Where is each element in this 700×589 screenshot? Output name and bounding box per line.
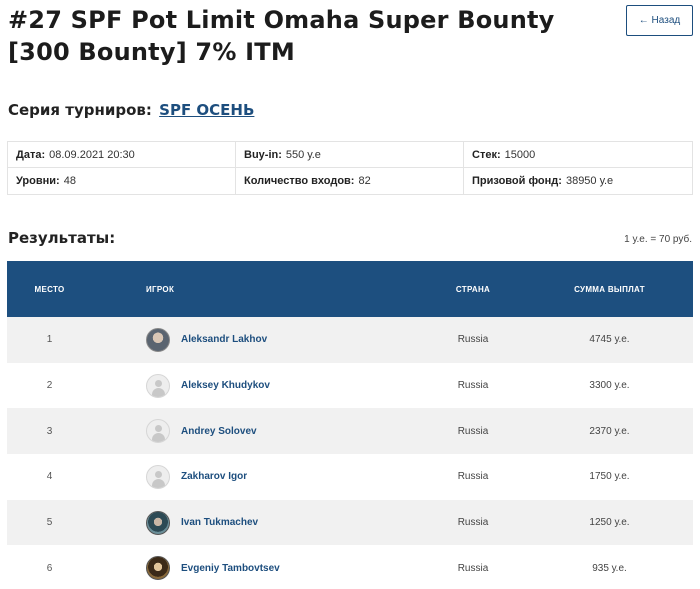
- info-date: Дата: 08.09.2021 20:30: [8, 142, 236, 167]
- row-country: Russia: [457, 562, 489, 574]
- player-link[interactable]: Zakharov Igor: [181, 471, 248, 483]
- row-country: Russia: [457, 334, 489, 346]
- table-row: 6 Evgeniy Tambovtsev Russia 935 у.е.: [7, 545, 693, 589]
- info-levels-label: Уровни:: [16, 175, 60, 187]
- header-place: МЕСТО: [34, 284, 65, 294]
- info-levels-value: 48: [63, 175, 76, 187]
- header-country: СТРАНА: [455, 284, 491, 294]
- row-player: Evgeniy Tambovtsev: [92, 556, 420, 581]
- row-player: Zakharov Igor: [92, 464, 420, 489]
- series-link[interactable]: SPF ОСЕНЬ: [159, 101, 255, 119]
- currency-rate: 1 у.е. = 70 руб.: [624, 234, 692, 245]
- row-place: 5: [46, 517, 53, 529]
- row-place: 6: [46, 562, 53, 574]
- back-button[interactable]: ← Назад: [626, 5, 693, 36]
- info-stack-label: Стек:: [472, 148, 501, 161]
- row-country: Russia: [457, 471, 489, 483]
- info-date-value: 08.09.2021 20:30: [49, 148, 135, 161]
- results-table-header: МЕСТО ИГРОК СТРАНА СУММА ВЫПЛАТ: [7, 261, 693, 317]
- player-link[interactable]: Evgeniy Tambovtsev: [181, 562, 280, 574]
- row-payout: 4745 у.е.: [589, 334, 630, 346]
- avatar[interactable]: [146, 327, 170, 352]
- series-label: Серия турниров:: [8, 101, 152, 119]
- info-entries-label: Количество входов:: [244, 175, 355, 187]
- player-link[interactable]: Aleksey Khudykov: [181, 380, 270, 392]
- table-row: 1 Aleksandr Lakhov Russia 4745 у.е.: [7, 317, 693, 363]
- row-payout: 1250 у.е.: [589, 517, 630, 529]
- row-player: Ivan Tukmachev: [92, 510, 420, 535]
- results-table: МЕСТО ИГРОК СТРАНА СУММА ВЫПЛАТ 1 Aleksan…: [7, 261, 693, 589]
- info-stack-value: 15000: [504, 148, 536, 161]
- row-payout: 1750 у.е.: [589, 471, 630, 483]
- row-player: Aleksandr Lakhov: [92, 327, 420, 352]
- table-row: 4 Zakharov Igor Russia 1750 у.е.: [7, 454, 693, 500]
- avatar[interactable]: [146, 556, 170, 581]
- row-player: Andrey Solovev: [92, 419, 420, 444]
- row-payout: 2370 у.е.: [589, 425, 630, 437]
- row-place: 3: [46, 425, 53, 437]
- header-player: ИГРОК: [146, 284, 175, 294]
- table-row: 3 Andrey Solovev Russia 2370 у.е.: [7, 408, 693, 455]
- results-title: Результаты:: [8, 229, 116, 247]
- info-row: Дата: 08.09.2021 20:30 Buy-in: 550 у.е С…: [8, 142, 692, 168]
- row-country: Russia: [457, 425, 489, 437]
- row-place: 4: [46, 471, 53, 483]
- results-table-body: 1 Aleksandr Lakhov Russia 4745 у.е. 2 Aleksey…: [7, 317, 693, 589]
- avatar[interactable]: [146, 419, 170, 444]
- info-entries: Количество входов: 82: [236, 168, 464, 194]
- player-link[interactable]: Aleksandr Lakhov: [181, 334, 268, 346]
- avatar[interactable]: [146, 464, 170, 489]
- table-row: 2 Aleksey Khudykov Russia 3300 у.е.: [7, 363, 693, 409]
- info-prize: Призовой фонд: 38950 у.е: [464, 168, 692, 194]
- row-payout: 3300 у.е.: [589, 380, 630, 392]
- info-row: Уровни: 48 Количество входов: 82 Призово…: [8, 168, 692, 194]
- player-link[interactable]: Andrey Solovev: [181, 425, 257, 437]
- info-entries-value: 82: [358, 175, 371, 187]
- avatar[interactable]: [146, 373, 170, 398]
- row-country: Russia: [457, 380, 489, 392]
- info-prize-label: Призовой фонд:: [472, 175, 562, 187]
- info-levels: Уровни: 48: [8, 168, 236, 194]
- row-place: 2: [46, 380, 53, 392]
- info-date-label: Дата:: [16, 148, 46, 161]
- header-payout: СУММА ВЫПЛАТ: [574, 284, 645, 294]
- page-title: #27 SPF Pot Limit Omaha Super Bounty [30…: [8, 6, 555, 66]
- info-buyin-value: 550 у.е: [285, 148, 321, 161]
- row-place: 1: [46, 334, 53, 346]
- row-player: Aleksey Khudykov: [92, 373, 420, 398]
- series-line: Серия турниров: SPF ОСЕНЬ: [8, 101, 254, 119]
- tournament-info-table: Дата: 08.09.2021 20:30 Buy-in: 550 у.е С…: [7, 141, 693, 195]
- table-row: 5 Ivan Tukmachev Russia 1250 у.е.: [7, 499, 693, 546]
- info-stack: Стек: 15000: [464, 142, 692, 167]
- info-buyin-label: Buy-in:: [244, 148, 282, 161]
- row-payout: 935 у.е.: [592, 562, 627, 574]
- info-prize-value: 38950 у.е: [565, 175, 614, 187]
- avatar[interactable]: [146, 510, 170, 535]
- info-buyin: Buy-in: 550 у.е: [236, 142, 464, 167]
- player-link[interactable]: Ivan Tukmachev: [181, 517, 259, 529]
- row-country: Russia: [457, 517, 489, 529]
